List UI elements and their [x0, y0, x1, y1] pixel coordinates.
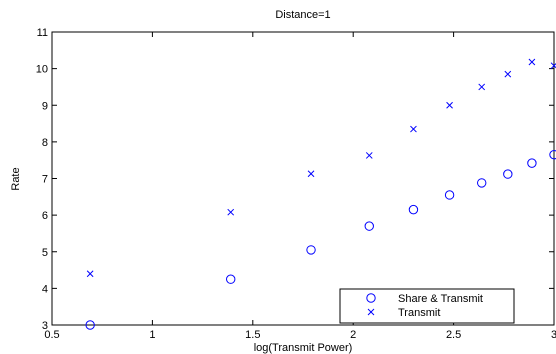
x-data-point — [365, 152, 373, 159]
x-tick-label: 3 — [551, 329, 556, 341]
plot-area — [51, 31, 555, 326]
y-tick-label: 10 — [36, 64, 48, 76]
circle-data-point — [306, 245, 316, 255]
x-data-point-stroke — [307, 170, 315, 178]
x-data-point — [478, 83, 486, 91]
circle-data-point — [444, 190, 455, 200]
legend-items: Share & Transmit Transmit — [366, 293, 483, 319]
y-tick-label: 4 — [42, 283, 48, 295]
x-data-point-stroke — [550, 62, 556, 70]
circle-data-point — [226, 274, 236, 284]
circle-data-point — [364, 221, 374, 231]
x-data-point-stroke — [446, 101, 453, 109]
x-data-point-stroke — [365, 152, 373, 159]
legend-marker-1 — [366, 293, 376, 303]
x-tick-label: 0.5 — [44, 329, 59, 341]
y-tick-label: 11 — [37, 27, 48, 39]
x-data-point — [227, 208, 235, 216]
x-data-point — [528, 58, 536, 66]
legend-label-1: Share & Transmit — [398, 293, 483, 305]
circle-data-point — [408, 204, 419, 215]
legend: Share & Transmit Transmit — [339, 288, 515, 324]
series-2 — [86, 58, 556, 278]
y-tick-label: 3 — [42, 320, 48, 332]
y-tick-label: 7 — [42, 174, 48, 186]
circle-data-point — [549, 149, 556, 160]
x-data-point — [86, 270, 94, 278]
legend-marker-2-stroke — [367, 308, 375, 316]
circle-data-point — [477, 178, 487, 188]
x-data-point — [410, 125, 417, 133]
x-axis-label: log(Transmit Power) — [254, 342, 353, 354]
y-tick-label: 5 — [42, 247, 48, 259]
chart-title: Distance=1 — [275, 9, 330, 21]
x-tick-label: 2.5 — [446, 329, 461, 341]
circle-data-point — [527, 158, 537, 168]
x-tick-label: 2 — [350, 329, 356, 341]
x-data-point — [307, 170, 315, 178]
circle-data-point — [85, 320, 95, 330]
x-data-point-stroke — [504, 70, 512, 78]
x-data-point-stroke — [478, 83, 486, 91]
series-1 — [85, 149, 556, 330]
x-tick-label: 1.5 — [245, 329, 260, 341]
x-data-point-stroke — [410, 125, 417, 133]
x-data-point-stroke — [86, 270, 94, 278]
legend-marker-2 — [367, 308, 375, 316]
x-data-point-stroke — [227, 208, 235, 216]
legend-label-2: Transmit — [398, 307, 440, 319]
axis-ticks — [51, 31, 555, 326]
data-marks — [85, 58, 556, 330]
circle-data-point — [503, 169, 513, 179]
x-tick-labels: 0.5 1 1.5 2 2.5 3 — [44, 329, 556, 341]
y-tick-label: 6 — [42, 210, 48, 222]
x-data-point — [446, 101, 453, 109]
y-tick-label: 9 — [42, 100, 48, 112]
x-data-point-stroke — [528, 58, 536, 66]
y-axis-label: Rate — [10, 167, 22, 190]
y-tick-label: 8 — [42, 137, 48, 149]
x-tick-label: 1 — [149, 329, 155, 341]
x-data-point — [550, 62, 556, 70]
x-data-point — [504, 70, 512, 78]
y-tick-labels: 3 4 5 6 7 8 9 10 11 — [36, 27, 48, 332]
